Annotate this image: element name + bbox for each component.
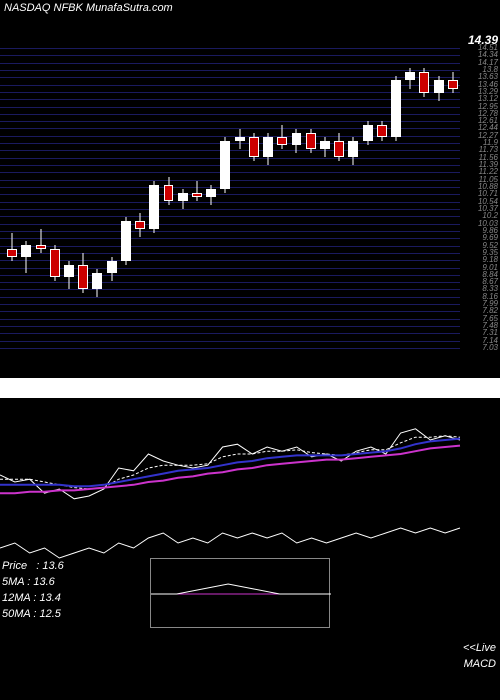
header-title: NASDAQ NFBK MunafaSutra.com	[4, 2, 173, 14]
ma50-value: 12.5	[40, 608, 61, 620]
ma5-label: 5MA	[2, 576, 24, 588]
info-box: Price : 13.6 5MA : 13.6 12MA : 13.4 50MA…	[2, 558, 64, 622]
y-axis: 14.5114.3414.1713.813.6313.4613.2913.121…	[462, 48, 500, 348]
price-label: Price	[2, 560, 27, 572]
current-price: 14.39	[468, 33, 498, 47]
panel-gap	[0, 378, 500, 398]
moving-average-panel	[0, 398, 500, 518]
ma50-label: 50MA	[2, 608, 30, 620]
macd-inset	[150, 558, 330, 628]
ma12-value: 13.4	[40, 592, 61, 604]
inset-lines	[151, 559, 331, 629]
live-label: <<Live	[463, 642, 496, 654]
candle-area	[5, 18, 460, 378]
macd-panel: Price : 13.6 5MA : 13.6 12MA : 13.4 50MA…	[0, 518, 500, 700]
chart-container: NASDAQ NFBK MunafaSutra.com 14.5114.3414…	[0, 0, 500, 700]
chart-header: NASDAQ NFBK MunafaSutra.com	[0, 0, 500, 18]
ma5-value: 13.6	[33, 576, 54, 588]
ma-lines	[0, 398, 500, 518]
candlestick-panel: 14.5114.3414.1713.813.6313.4613.2913.121…	[0, 18, 500, 378]
ma12-label: 12MA	[2, 592, 30, 604]
macd-label: MACD	[464, 658, 496, 670]
price-value: 13.6	[42, 560, 63, 572]
